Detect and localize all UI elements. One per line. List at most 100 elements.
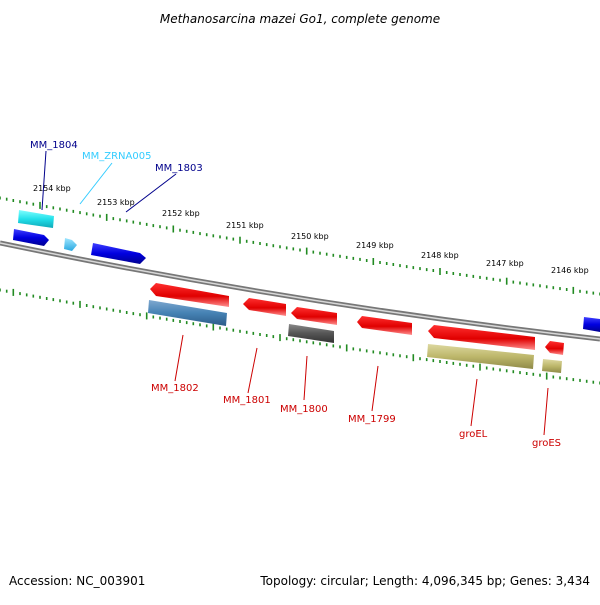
gene-feature-mm1803[interactable] bbox=[91, 243, 146, 264]
ruler-minor-tick bbox=[412, 266, 415, 270]
ruler-major-tick bbox=[545, 372, 548, 380]
ruler-minor-tick bbox=[392, 353, 395, 357]
ruler-minor-tick bbox=[539, 373, 541, 377]
ruler-minor-tick bbox=[525, 372, 528, 375]
ruler-minor-tick bbox=[245, 330, 248, 334]
ruler-minor-tick bbox=[439, 360, 441, 363]
ruler-minor-tick bbox=[452, 361, 455, 365]
ruler-minor-tick bbox=[79, 211, 81, 215]
gene-feature-mm1800[interactable] bbox=[291, 307, 337, 325]
ruler-minor-tick bbox=[225, 236, 228, 240]
ruler-minor-tick bbox=[252, 331, 255, 335]
ruler-minor-tick bbox=[32, 202, 35, 206]
gene-feature-mm1804[interactable] bbox=[13, 229, 49, 246]
ruler-minor-tick bbox=[525, 282, 528, 286]
ruler-major-tick bbox=[12, 288, 15, 296]
ruler-minor-tick bbox=[332, 253, 335, 257]
ruler-major-tick bbox=[305, 247, 308, 255]
gene-label-mm1802[interactable]: MM_1802 bbox=[151, 383, 199, 394]
ruler-label-2152: 2152 kbp bbox=[162, 209, 200, 218]
gene-feature-mm1801[interactable] bbox=[243, 298, 286, 316]
ruler-minor-tick bbox=[192, 230, 195, 234]
ruler-major-tick bbox=[345, 344, 348, 352]
ruler-minor-tick bbox=[572, 378, 575, 382]
ruler-minor-tick bbox=[152, 224, 155, 228]
ruler-minor-tick bbox=[59, 207, 61, 211]
rna-feature-mm1804[interactable] bbox=[18, 210, 54, 228]
ruler-minor-tick bbox=[472, 364, 475, 368]
ruler-minor-tick bbox=[25, 293, 28, 297]
ruler-minor-tick bbox=[512, 280, 515, 284]
gene-label-mm1804[interactable]: MM_1804 bbox=[30, 140, 78, 151]
ruler-minor-tick bbox=[445, 361, 448, 364]
ruler-minor-tick bbox=[319, 251, 321, 255]
ruler-minor-tick bbox=[65, 208, 68, 212]
ruler-minor-tick bbox=[265, 334, 268, 337]
gene-label-groel[interactable]: groEL bbox=[459, 429, 488, 440]
gene-labels-bottom: MM_1802 MM_1801 MM_1800 MM_1799 groEL gr… bbox=[151, 383, 561, 449]
ruler-minor-tick bbox=[519, 371, 521, 375]
ruler-minor-tick bbox=[259, 333, 261, 336]
gene-feature-groes[interactable] bbox=[545, 341, 564, 355]
ruler-minor-tick bbox=[399, 354, 401, 358]
ruler-minor-tick bbox=[272, 244, 275, 248]
ruler-minor-tick bbox=[552, 286, 555, 290]
gene-label-groes[interactable]: groES bbox=[532, 438, 561, 449]
ruler-minor-tick bbox=[39, 295, 41, 299]
protein-feature-groel[interactable] bbox=[427, 344, 534, 369]
ruler-minor-tick bbox=[299, 339, 301, 343]
ruler-minor-tick bbox=[0, 288, 1, 292]
ruler-minor-tick bbox=[19, 292, 21, 296]
ruler-minor-tick bbox=[292, 247, 295, 251]
ruler-minor-tick bbox=[152, 315, 155, 319]
ruler-major-tick bbox=[145, 312, 148, 320]
ruler-major-tick bbox=[79, 300, 81, 308]
genome-summary: Topology: circular; Length: 4,096,345 bp… bbox=[260, 574, 590, 588]
ruler-label-2150: 2150 kbp bbox=[291, 232, 329, 241]
ruler-minor-tick bbox=[452, 272, 455, 275]
ruler-minor-tick bbox=[59, 299, 61, 303]
ruler-minor-tick bbox=[339, 254, 341, 258]
ruler-minor-tick bbox=[352, 347, 355, 351]
ruler-minor-tick bbox=[499, 368, 501, 372]
ruler-major-tick bbox=[372, 258, 375, 265]
ruler-minor-tick bbox=[539, 284, 541, 288]
ruler-minor-tick bbox=[419, 267, 421, 271]
ruler-labels: 2154 kbp 2153 kbp 2152 kbp 2151 kbp 2150… bbox=[33, 184, 589, 275]
gene-label-mm1800[interactable]: MM_1800 bbox=[280, 404, 328, 415]
gene-feature-right-edge[interactable] bbox=[583, 317, 600, 332]
map-title: Methanosarcina mazei Go1, complete genom… bbox=[160, 12, 440, 26]
ruler-minor-tick bbox=[252, 240, 255, 244]
ruler-minor-tick bbox=[5, 197, 8, 201]
ruler-major-tick bbox=[239, 236, 241, 244]
gene-feature-groel[interactable] bbox=[428, 325, 535, 350]
ruler-minor-tick bbox=[405, 265, 408, 269]
ruler-minor-tick bbox=[285, 337, 288, 341]
gene-label-mm1799[interactable]: MM_1799 bbox=[348, 414, 396, 425]
ruler-minor-tick bbox=[359, 257, 361, 261]
protein-feature-groes[interactable] bbox=[542, 359, 562, 373]
ruler-minor-tick bbox=[265, 243, 268, 247]
gene-label-mm1803[interactable]: MM_1803 bbox=[155, 163, 203, 174]
ruler-minor-tick bbox=[239, 329, 241, 333]
gene-feature-mm1802[interactable] bbox=[150, 283, 229, 307]
ruler-minor-tick bbox=[172, 318, 175, 322]
ruler-label-2151: 2151 kbp bbox=[226, 221, 264, 230]
ruler-major-tick bbox=[172, 225, 175, 233]
leader-lines-bottom bbox=[174, 334, 549, 436]
ruler-minor-tick bbox=[285, 246, 288, 250]
ruler-minor-tick bbox=[325, 252, 328, 256]
gene-feature-mm-zrna005[interactable] bbox=[64, 238, 77, 251]
gene-label-mm1801[interactable]: MM_1801 bbox=[223, 395, 271, 406]
ruler-minor-tick bbox=[179, 228, 181, 232]
gene-label-mm-zrna005[interactable]: MM_ZRNA005 bbox=[82, 151, 151, 162]
ruler-minor-tick bbox=[25, 201, 28, 205]
protein-feature-mm1800[interactable] bbox=[288, 324, 334, 343]
ruler-minor-tick bbox=[99, 306, 101, 310]
ruler-minor-tick bbox=[99, 214, 101, 218]
ruler-minor-tick bbox=[345, 255, 348, 259]
ruler-minor-tick bbox=[425, 358, 428, 362]
gene-feature-mm1799[interactable] bbox=[357, 316, 412, 335]
ruler-minor-tick bbox=[139, 221, 141, 225]
protein-feature-mm1802[interactable] bbox=[148, 300, 227, 326]
